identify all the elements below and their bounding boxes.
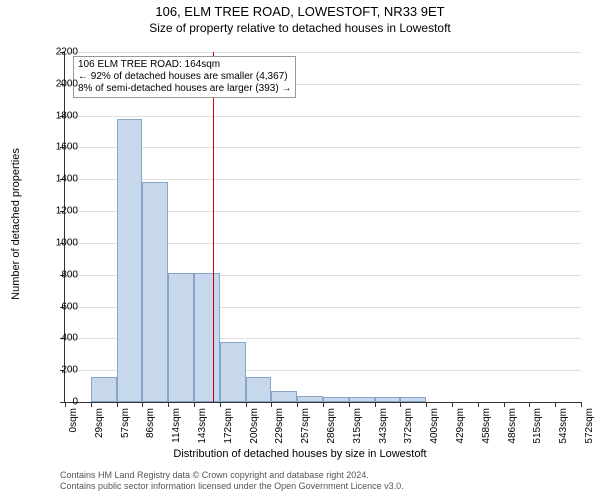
- annotation-box: 106 ELM TREE ROAD: 164sqm← 92% of detach…: [73, 56, 296, 98]
- xtick-mark: [168, 402, 169, 407]
- ytick-label: 0: [38, 397, 78, 408]
- xtick-label: 429sqm: [455, 408, 466, 444]
- ytick-label: 2200: [38, 47, 78, 58]
- xtick-label: 29sqm: [94, 408, 105, 438]
- xtick-mark: [297, 402, 298, 407]
- ytick-label: 1600: [38, 142, 78, 153]
- xtick-mark: [504, 402, 505, 407]
- xtick-mark: [478, 402, 479, 407]
- annotation-line2: ← 92% of detached houses are smaller (4,…: [78, 71, 291, 83]
- histogram-bar: [375, 397, 401, 402]
- chart-title: 106, ELM TREE ROAD, LOWESTOFT, NR33 9ET: [0, 4, 600, 19]
- ytick-label: 400: [38, 333, 78, 344]
- gridline: [65, 116, 581, 117]
- xtick-label: 572sqm: [584, 408, 595, 444]
- xtick-label: 515sqm: [532, 408, 543, 444]
- xtick-label: 86sqm: [145, 408, 156, 438]
- xtick-mark: [452, 402, 453, 407]
- plot-area: 106 ELM TREE ROAD: 164sqm← 92% of detach…: [64, 52, 581, 403]
- xtick-mark: [194, 402, 195, 407]
- xtick-label: 372sqm: [403, 408, 414, 444]
- xtick-label: 0sqm: [68, 408, 79, 432]
- histogram-bar: [142, 182, 168, 402]
- xtick-label: 286sqm: [326, 408, 337, 444]
- chart-subtitle: Size of property relative to detached ho…: [0, 21, 600, 35]
- xtick-label: 343sqm: [378, 408, 389, 444]
- histogram-bar: [194, 273, 220, 402]
- xtick-label: 229sqm: [274, 408, 285, 444]
- xtick-label: 200sqm: [249, 408, 260, 444]
- xtick-mark: [246, 402, 247, 407]
- xtick-label: 486sqm: [507, 408, 518, 444]
- histogram-bar: [297, 396, 323, 402]
- gridline: [65, 147, 581, 148]
- ytick-label: 600: [38, 301, 78, 312]
- y-axis-label: Number of detached properties: [10, 148, 22, 300]
- xtick-mark: [91, 402, 92, 407]
- xtick-mark: [426, 402, 427, 407]
- chart-area: 106 ELM TREE ROAD: 164sqm← 92% of detach…: [64, 52, 580, 402]
- xtick-label: 315sqm: [352, 408, 363, 444]
- histogram-bar: [168, 273, 194, 402]
- annotation-line1: 106 ELM TREE ROAD: 164sqm: [78, 59, 291, 71]
- gridline: [65, 52, 581, 53]
- xtick-label: 114sqm: [171, 408, 182, 443]
- footer-attribution: Contains HM Land Registry data © Crown c…: [60, 470, 404, 492]
- histogram-bar: [117, 119, 143, 402]
- xtick-mark: [349, 402, 350, 407]
- ytick-label: 1200: [38, 206, 78, 217]
- xtick-label: 172sqm: [223, 408, 234, 444]
- xtick-label: 57sqm: [120, 408, 131, 438]
- ytick-label: 1000: [38, 237, 78, 248]
- xtick-label: 257sqm: [300, 408, 311, 444]
- histogram-bar: [400, 397, 426, 402]
- xtick-label: 400sqm: [429, 408, 440, 444]
- xtick-mark: [117, 402, 118, 407]
- xtick-mark: [555, 402, 556, 407]
- xtick-mark: [271, 402, 272, 407]
- xtick-label: 143sqm: [197, 408, 208, 444]
- gridline: [65, 179, 581, 180]
- xtick-mark: [142, 402, 143, 407]
- ytick-label: 2000: [38, 78, 78, 89]
- xtick-mark: [400, 402, 401, 407]
- xtick-mark: [220, 402, 221, 407]
- histogram-bar: [323, 397, 349, 402]
- histogram-bar: [271, 391, 297, 402]
- footer-line1: Contains HM Land Registry data © Crown c…: [60, 470, 404, 481]
- ytick-label: 800: [38, 269, 78, 280]
- footer-line2: Contains public sector information licen…: [60, 481, 404, 492]
- xtick-label: 543sqm: [558, 408, 569, 444]
- xtick-mark: [323, 402, 324, 407]
- histogram-bar: [91, 377, 117, 402]
- xtick-label: 458sqm: [481, 408, 492, 444]
- histogram-bar: [246, 377, 272, 402]
- histogram-bar: [220, 342, 246, 402]
- xtick-mark: [529, 402, 530, 407]
- ytick-label: 1400: [38, 174, 78, 185]
- histogram-bar: [349, 397, 375, 402]
- xtick-mark: [375, 402, 376, 407]
- xtick-mark: [581, 402, 582, 407]
- annotation-line3: 8% of semi-detached houses are larger (3…: [78, 83, 291, 95]
- reference-line: [213, 52, 214, 402]
- ytick-label: 200: [38, 365, 78, 376]
- x-axis-label: Distribution of detached houses by size …: [0, 448, 600, 460]
- ytick-label: 1800: [38, 110, 78, 121]
